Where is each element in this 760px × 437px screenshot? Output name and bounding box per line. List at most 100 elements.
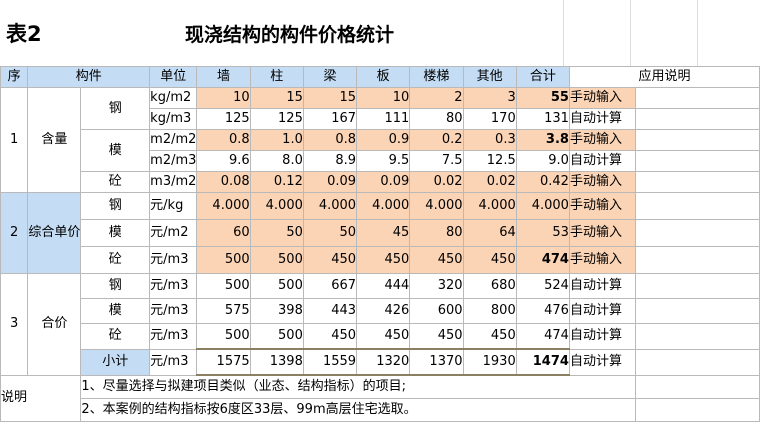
total-cell[interactable]: 131	[515, 108, 570, 130]
empty-cell[interactable]	[635, 150, 760, 172]
total-cell[interactable]: 0.42	[515, 171, 570, 193]
value-cell[interactable]: 450	[462, 323, 517, 350]
header-other[interactable]: 其他	[462, 66, 517, 88]
value-cell[interactable]: 50	[302, 219, 358, 247]
note-cell[interactable]: 手动输入	[568, 246, 637, 274]
empty-cell[interactable]	[635, 129, 760, 151]
note-cell[interactable]: 手动输入	[568, 87, 637, 109]
value-cell[interactable]: 1320	[356, 348, 411, 376]
value-cell[interactable]: 450	[302, 246, 358, 274]
empty-cell[interactable]	[635, 108, 760, 130]
empty-cell[interactable]	[635, 219, 760, 247]
value-cell[interactable]: 450	[409, 246, 464, 274]
value-cell[interactable]: 45	[356, 219, 411, 247]
value-cell[interactable]: 0.08	[196, 171, 251, 193]
value-cell[interactable]: 10	[196, 87, 251, 109]
header-application-note[interactable]: 应用说明	[568, 66, 760, 88]
unit-cell[interactable]: 元/m3	[149, 323, 198, 350]
value-cell[interactable]: 450	[356, 246, 411, 274]
group-seq[interactable]: 1	[0, 87, 29, 193]
value-cell[interactable]: 1559	[302, 348, 358, 376]
value-cell[interactable]: 500	[196, 246, 251, 274]
value-cell[interactable]: 9.5	[356, 150, 411, 172]
value-cell[interactable]: 167	[302, 108, 358, 130]
empty-cell[interactable]	[635, 192, 760, 220]
value-cell[interactable]: 4.000	[356, 192, 411, 220]
note-cell[interactable]: 手动输入	[568, 219, 637, 247]
value-cell[interactable]: 60	[196, 219, 251, 247]
value-cell[interactable]: 0.09	[356, 171, 411, 193]
header-column[interactable]: 柱	[249, 66, 304, 88]
value-cell[interactable]: 125	[249, 108, 304, 130]
note-cell[interactable]: 手动输入	[568, 171, 637, 193]
value-cell[interactable]: 2	[409, 87, 464, 109]
header-stair[interactable]: 楼梯	[409, 66, 464, 88]
value-cell[interactable]: 4.000	[302, 192, 358, 220]
value-cell[interactable]: 800	[462, 298, 517, 324]
value-cell[interactable]: 450	[356, 323, 411, 350]
value-cell[interactable]: 15	[249, 87, 304, 109]
value-cell[interactable]: 4.000	[462, 192, 517, 220]
unit-cell[interactable]: 元/m3	[149, 246, 198, 274]
value-cell[interactable]: 80	[409, 108, 464, 130]
note-cell[interactable]: 手动输入	[568, 192, 637, 220]
header-unit[interactable]: 单位	[149, 66, 198, 88]
empty-cell[interactable]	[635, 298, 760, 324]
value-cell[interactable]: 444	[356, 273, 411, 299]
empty-cell[interactable]	[635, 398, 760, 422]
value-cell[interactable]: 10	[356, 87, 411, 109]
value-cell[interactable]: 7.5	[409, 150, 464, 172]
subtotal-label[interactable]: 小计	[80, 348, 151, 376]
value-cell[interactable]: 170	[462, 108, 517, 130]
total-cell[interactable]: 474	[515, 246, 570, 274]
unit-cell[interactable]: 元/kg	[149, 192, 198, 220]
empty-cell[interactable]	[635, 273, 760, 299]
value-cell[interactable]: 500	[249, 246, 304, 274]
empty-cell[interactable]	[635, 87, 760, 109]
empty-cell[interactable]	[635, 171, 760, 193]
component-cell[interactable]: 钢	[80, 273, 151, 299]
unit-cell[interactable]: m3/m2	[149, 171, 198, 193]
value-cell[interactable]: 0.12	[249, 171, 304, 193]
value-cell[interactable]: 15	[302, 87, 358, 109]
note-cell[interactable]: 自动计算	[568, 348, 637, 376]
unit-cell[interactable]: m2/m2	[149, 129, 198, 151]
note-cell[interactable]: 手动输入	[568, 129, 637, 151]
value-cell[interactable]: 4.000	[196, 192, 251, 220]
value-cell[interactable]: 1370	[409, 348, 464, 376]
header-beam[interactable]: 梁	[302, 66, 358, 88]
value-cell[interactable]: 0.2	[409, 129, 464, 151]
unit-cell[interactable]: 元/m3	[149, 298, 198, 324]
empty-cell[interactable]	[635, 348, 760, 376]
total-cell[interactable]: 1474	[515, 348, 570, 376]
note-cell[interactable]: 自动计算	[568, 298, 637, 324]
value-cell[interactable]: 12.5	[462, 150, 517, 172]
component-cell[interactable]: 砼	[80, 246, 151, 274]
value-cell[interactable]: 450	[302, 323, 358, 350]
explain-line[interactable]: 2、本案例的结构指标按6度区33层、99m高层住宅选取。	[80, 398, 637, 422]
component-cell[interactable]: 模	[80, 298, 151, 324]
unit-cell[interactable]: kg/m3	[149, 108, 198, 130]
value-cell[interactable]: 1398	[249, 348, 304, 376]
total-cell[interactable]: 476	[515, 298, 570, 324]
component-cell[interactable]: 钢	[80, 87, 151, 130]
header-wall[interactable]: 墙	[196, 66, 251, 88]
group-label[interactable]: 综合单价	[27, 192, 82, 274]
value-cell[interactable]: 111	[356, 108, 411, 130]
value-cell[interactable]: 50	[249, 219, 304, 247]
value-cell[interactable]: 0.8	[196, 129, 251, 151]
unit-cell[interactable]: 元/m3	[149, 273, 198, 299]
value-cell[interactable]: 680	[462, 273, 517, 299]
value-cell[interactable]: 9.6	[196, 150, 251, 172]
header-seq[interactable]: 序	[0, 66, 29, 88]
note-cell[interactable]: 自动计算	[568, 273, 637, 299]
value-cell[interactable]: 500	[249, 323, 304, 350]
group-seq[interactable]: 3	[0, 273, 29, 376]
value-cell[interactable]: 3	[462, 87, 517, 109]
empty-cell[interactable]	[635, 246, 760, 274]
value-cell[interactable]: 8.9	[302, 150, 358, 172]
value-cell[interactable]: 8.0	[249, 150, 304, 172]
note-cell[interactable]: 自动计算	[568, 108, 637, 130]
group-seq[interactable]: 2	[0, 192, 29, 274]
value-cell[interactable]: 125	[196, 108, 251, 130]
